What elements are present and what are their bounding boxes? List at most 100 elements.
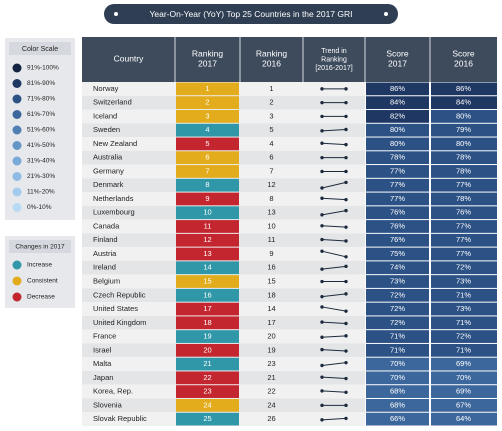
trend-line [321,239,347,242]
legend-swatch [12,260,22,270]
title: Year-On-Year (YoY) Top 25 Countries in t… [149,9,352,19]
legend-swatch [12,125,22,135]
header-cell: Ranking 2017 [192,49,223,69]
trend-dot [320,389,324,393]
rank-2016: 26 [267,414,275,423]
header-cell: Trend in Ranking [2016-2017] [315,48,352,72]
score-2017: 72% [390,290,405,299]
trend-dot [320,249,324,253]
rank-2017: 22 [203,373,211,382]
rank-2016: 2 [269,98,273,107]
score-2017: 78% [390,153,405,162]
rank-2017: 16 [203,290,211,299]
score-cell [431,247,497,261]
legend-title-box [9,240,71,253]
score-2016: 77% [456,221,471,230]
country: Slovak Republic [93,414,147,423]
score-cell [366,165,429,178]
score-2017: 72% [390,318,405,327]
score-2017: 68% [390,387,405,396]
rank-2017: 19 [203,332,211,341]
score-2016: 78% [456,166,471,175]
score-2017: 70% [390,359,405,368]
country: Switzerland [93,98,132,107]
rank-cell [176,123,239,137]
trend-dot [320,294,324,299]
score-2016: 86% [456,84,471,93]
score-2017: 76% [390,235,405,244]
score-2017: 75% [390,249,405,258]
country: United Kingdom [93,318,146,327]
score-cell [431,330,497,343]
score-2016: 64% [456,414,471,423]
score-2016: 73% [456,277,471,286]
legend-label: 91%-100% [27,65,59,72]
legend-label: 41%-50% [27,142,55,149]
rank-2016: 23 [267,359,275,368]
score-cell [366,82,429,96]
rank-cell [176,206,239,220]
rank-2016: 8 [269,194,273,203]
score-2016: 84% [456,98,471,107]
rank-2016: 22 [267,387,275,396]
legend-swatch [12,110,22,119]
trend-line [321,250,347,258]
score-cell [366,247,429,261]
rank-2017: 8 [205,180,209,189]
country: Netherlands [93,194,134,203]
rank-2016: 7 [269,166,273,175]
rank-2016: 16 [267,263,275,272]
rank-2017: 1 [205,84,209,93]
score-cell [431,82,497,96]
rank-2017: 9 [205,194,209,203]
score-cell [366,275,429,288]
rank-2016: 13 [267,208,275,217]
legend-label: 0%-10% [27,204,52,211]
rank-2017: 25 [203,414,211,423]
country: Czech Republic [93,290,146,299]
rank-cell [176,412,239,426]
score-2016: 73% [456,304,471,313]
score-2017: 77% [390,180,405,189]
score-cell [431,165,497,178]
legend-swatch [12,292,22,302]
score-cell [431,137,497,151]
trend-dot [344,376,348,381]
country: Australia [93,153,123,162]
trend-dot [320,155,324,160]
score-cell [366,233,429,247]
score-2016: 69% [456,359,471,368]
rank-cell [176,178,239,192]
score-cell [431,233,497,247]
score-2017: 74% [390,263,405,272]
rank-2017: 2 [205,98,209,107]
rank-cell [176,96,239,110]
score-cell [431,371,497,385]
score-2017: 68% [390,400,405,409]
trend-dot [320,375,324,379]
trend-dot [320,305,324,309]
rank-2017: 15 [203,277,211,286]
score-cell [431,302,497,316]
rank-cell [176,343,239,357]
rank-2017: 20 [203,345,211,354]
header-cell: Score 2017 [386,49,408,69]
score-cell [366,371,429,385]
score-2017: 71% [390,345,405,354]
rank-cell [176,357,239,371]
trend-dot [344,169,348,174]
trend-line [321,265,347,270]
rank-2016: 24 [267,400,275,409]
trend-dot [320,114,324,119]
country: Belgium [93,277,120,286]
country: France [93,332,116,341]
trend-dot [320,224,324,228]
legend-swatch [12,94,22,104]
score-2016: 77% [456,180,471,189]
legend-label: 31%-40% [27,158,55,165]
legend-title: Changes in 2017 [15,244,65,251]
score-2017: 66% [390,414,405,423]
rank-2016: 20 [267,332,275,341]
score-2017: 70% [390,373,405,382]
